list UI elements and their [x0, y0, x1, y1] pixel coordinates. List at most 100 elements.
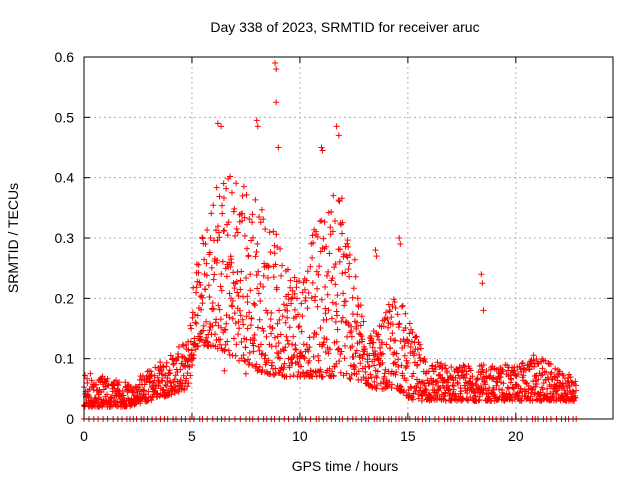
data-point [225, 347, 232, 354]
data-point [406, 330, 413, 337]
data-point [230, 335, 237, 342]
data-point [141, 381, 148, 388]
data-point [354, 319, 361, 326]
data-point [252, 196, 259, 203]
data-point [507, 372, 514, 379]
data-point [392, 337, 399, 344]
data-point [390, 360, 397, 367]
data-point [317, 218, 324, 225]
data-point [368, 374, 375, 381]
data-point [304, 268, 311, 275]
data-point [408, 395, 415, 402]
data-point [364, 358, 371, 365]
data-point [204, 226, 211, 233]
data-point [408, 338, 415, 345]
data-point [194, 343, 201, 350]
data-point [310, 239, 317, 246]
data-point [278, 272, 285, 279]
outlier-point [479, 280, 486, 287]
y-axis-label: SRMTID / TECUs [5, 183, 21, 293]
data-point [272, 365, 279, 372]
data-point [143, 376, 150, 383]
data-point [415, 395, 422, 402]
data-point [429, 362, 436, 369]
y-tick-label: 0.2 [55, 290, 75, 306]
data-point [398, 303, 405, 310]
data-point [198, 306, 205, 313]
data-point [266, 229, 273, 236]
data-point [254, 240, 261, 247]
data-point [248, 314, 255, 321]
data-point [219, 258, 226, 265]
data-point [285, 296, 292, 303]
data-point [99, 403, 106, 410]
data-point [108, 394, 115, 401]
data-point [462, 374, 469, 381]
data-point [327, 224, 334, 231]
data-point [233, 180, 240, 187]
data-point [167, 379, 174, 386]
data-point [375, 331, 382, 338]
data-point [406, 320, 413, 327]
data-point [115, 382, 122, 389]
grid-lines [84, 57, 613, 419]
data-point [254, 367, 261, 374]
outlier-point [478, 271, 485, 278]
data-point [334, 292, 341, 299]
outlier-point [273, 99, 280, 106]
data-point [202, 240, 209, 247]
data-point [419, 379, 426, 386]
data-point [206, 327, 213, 334]
data-point [386, 308, 393, 315]
data-point [490, 374, 497, 381]
data-point [249, 211, 256, 218]
data-point [329, 299, 336, 306]
data-point [454, 379, 461, 386]
data-point [530, 352, 537, 359]
data-point [519, 360, 526, 367]
data-point [170, 379, 177, 386]
data-point [307, 263, 314, 270]
data-point [419, 393, 426, 400]
data-point [366, 340, 373, 347]
data-point [119, 388, 126, 395]
data-point [367, 371, 374, 378]
data-point [240, 183, 247, 190]
data-point [271, 242, 278, 249]
data-point [570, 388, 577, 395]
data-point [255, 290, 262, 297]
data-point [223, 273, 230, 280]
data-point [243, 245, 250, 252]
data-point [347, 376, 354, 383]
data-point [262, 352, 269, 359]
outlier-point [480, 307, 487, 314]
data-point [250, 348, 257, 355]
data-point [160, 362, 167, 369]
data-point [284, 266, 291, 273]
data-point [294, 295, 301, 302]
data-point [223, 185, 230, 192]
data-point [137, 400, 144, 407]
data-point [283, 302, 290, 309]
data-point [185, 346, 192, 353]
data-point [393, 350, 400, 357]
outlier-point [242, 370, 249, 377]
outlier-point [275, 144, 282, 151]
data-point [208, 210, 215, 217]
data-point [483, 368, 490, 375]
data-point [310, 334, 317, 341]
data-point [152, 382, 159, 389]
data-point [389, 330, 396, 337]
data-point [260, 283, 267, 290]
data-point [442, 390, 449, 397]
data-point [257, 280, 264, 287]
data-point [309, 254, 316, 261]
data-point [88, 377, 95, 384]
data-point [390, 296, 397, 303]
data-point [254, 285, 261, 292]
data-point [518, 360, 525, 367]
data-point [335, 346, 342, 353]
data-point [322, 349, 329, 356]
data-point [235, 318, 242, 325]
data-point [339, 270, 346, 277]
